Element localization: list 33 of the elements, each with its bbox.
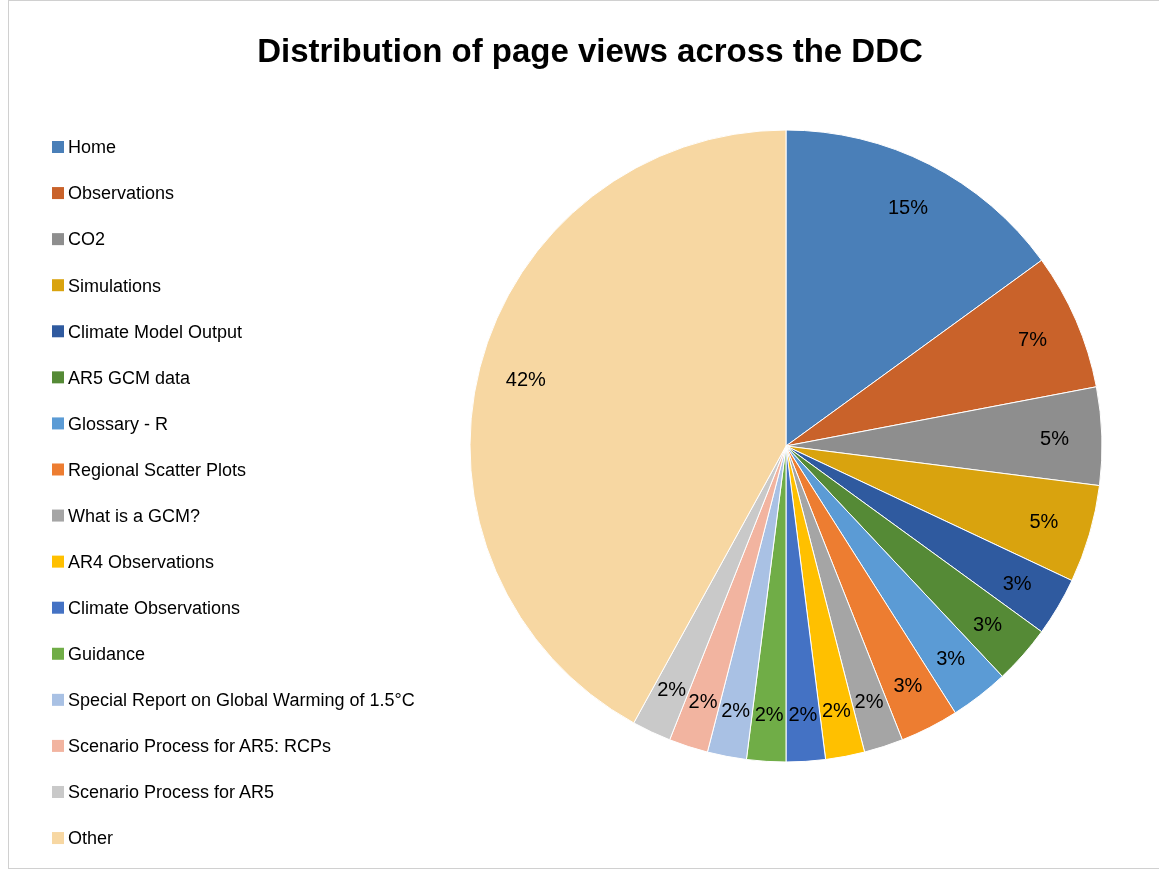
data-label: 2% [657, 678, 687, 701]
chart-title: Distribution of page views across the DDC [257, 32, 923, 69]
data-label: 15% [887, 195, 929, 218]
data-label: 5% [1040, 426, 1070, 449]
data-label: 2% [688, 690, 718, 713]
legend-label: Climate Model Output [68, 321, 243, 342]
data-label: 7% [1018, 328, 1048, 351]
data-label: 5% [1029, 509, 1059, 532]
data-label: 3% [973, 612, 1003, 635]
legend-label: Regional Scatter Plots [68, 459, 247, 480]
data-label: 2% [721, 698, 751, 721]
data-label: 2% [821, 698, 851, 721]
legend-label: What is a GCM? [68, 505, 201, 526]
data-label: 2% [788, 703, 818, 726]
legend-label: Simulations [68, 275, 162, 296]
legend-label: Climate Observations [68, 598, 241, 618]
legend-label: Scenario Process for AR5: RCPs [68, 736, 332, 757]
legend-label: Scenario Process for AR5 [68, 782, 275, 803]
data-label: 2% [754, 703, 784, 726]
data-label: 3% [1002, 571, 1032, 594]
legend-label: Observations [68, 183, 175, 204]
legend-label: Other [68, 828, 114, 849]
legend-label: CO2 [68, 229, 106, 250]
legend-label: Glossary - R [68, 413, 169, 434]
legend-label: Home [68, 137, 117, 158]
data-label: 3% [936, 647, 966, 670]
legend-label: AR4 Observations [68, 551, 215, 572]
data-label: 3% [893, 674, 923, 697]
data-label: 2% [854, 690, 884, 713]
legend-label: Guidance [68, 644, 146, 665]
data-label: 42% [505, 368, 547, 391]
legend-label: AR5 GCM data [68, 367, 192, 388]
legend-label: Special Report on Global Warming of 1.5°C [68, 690, 415, 711]
